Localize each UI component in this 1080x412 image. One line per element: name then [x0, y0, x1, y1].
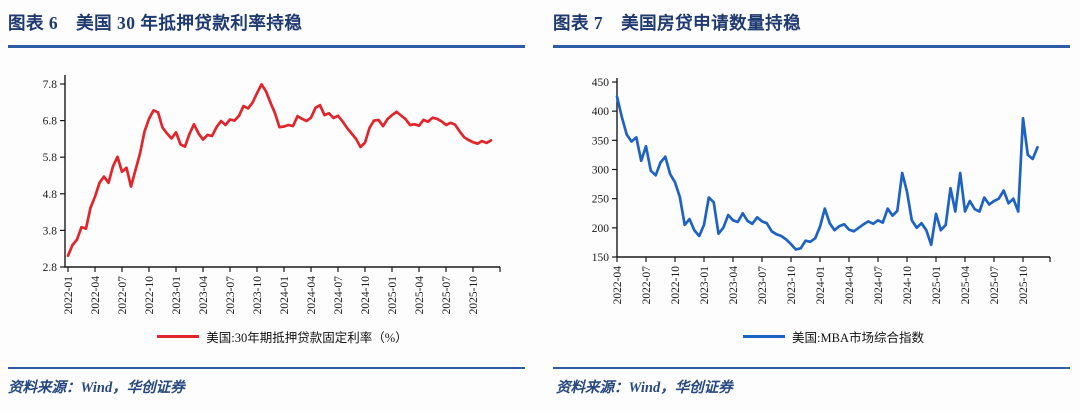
svg-text:2023-10: 2023-10: [786, 266, 798, 305]
figure-6-legend-line-marker: [157, 335, 200, 338]
svg-text:5.8: 5.8: [43, 152, 58, 164]
svg-text:2.8: 2.8: [43, 262, 58, 274]
figure-6-source-divider: [8, 367, 525, 369]
svg-text:2022-07: 2022-07: [641, 266, 653, 305]
svg-text:450: 450: [592, 77, 610, 89]
svg-text:2024-01: 2024-01: [279, 276, 291, 315]
figure-6-legend: 美国:30年期抵押贷款固定利率（%）: [65, 327, 500, 346]
svg-text:2024-01: 2024-01: [815, 266, 827, 305]
svg-text:2022-04: 2022-04: [612, 266, 624, 305]
svg-text:150: 150: [592, 252, 610, 264]
svg-text:6.8: 6.8: [43, 116, 58, 128]
svg-text:2024-04: 2024-04: [306, 276, 318, 315]
figure-7-title-rule: [553, 45, 1070, 48]
svg-text:300: 300: [592, 165, 610, 177]
svg-text:4.8: 4.8: [43, 189, 58, 201]
svg-text:2025-10: 2025-10: [468, 276, 480, 315]
svg-text:2023-01: 2023-01: [171, 276, 183, 315]
svg-text:2023-04: 2023-04: [198, 276, 210, 315]
svg-text:400: 400: [592, 106, 610, 118]
svg-text:200: 200: [592, 223, 610, 235]
svg-text:2024-10: 2024-10: [902, 266, 914, 305]
svg-text:2023-10: 2023-10: [252, 276, 264, 315]
svg-text:2025-01: 2025-01: [387, 276, 399, 315]
svg-text:2022-07: 2022-07: [117, 276, 129, 315]
svg-text:2022-10: 2022-10: [670, 266, 682, 305]
svg-text:2022-01: 2022-01: [63, 276, 75, 315]
svg-text:2024-07: 2024-07: [873, 266, 885, 305]
svg-text:2024-10: 2024-10: [360, 276, 372, 315]
figure-7-source-divider: [553, 367, 1070, 369]
svg-text:2025-01: 2025-01: [931, 266, 943, 305]
svg-text:2023-07: 2023-07: [225, 276, 237, 315]
figure-6-legend-label: 美国:30年期抵押贷款固定利率（%）: [206, 331, 408, 345]
figure-6-title-rule: [8, 45, 525, 48]
svg-text:3.8: 3.8: [43, 225, 58, 237]
svg-text:2025-04: 2025-04: [414, 276, 426, 315]
figure-7-source: 资料来源：Wind，华创证券: [556, 380, 733, 396]
svg-text:2024-07: 2024-07: [333, 276, 345, 315]
figure-7-legend-label: 美国:MBA市场综合指数: [792, 331, 924, 345]
figure-7-title: 图表 7 美国房贷申请数量持稳: [553, 13, 802, 33]
svg-text:2024-04: 2024-04: [844, 266, 856, 305]
svg-text:2025-07: 2025-07: [441, 276, 453, 315]
svg-text:2025-07: 2025-07: [989, 266, 1001, 305]
figure-7-legend-line-marker: [743, 335, 786, 338]
svg-text:7.8: 7.8: [43, 79, 58, 91]
svg-text:2023-07: 2023-07: [757, 266, 769, 305]
svg-text:350: 350: [592, 135, 610, 147]
svg-text:250: 250: [592, 194, 610, 206]
svg-text:2025-10: 2025-10: [1018, 266, 1030, 305]
figure-6-source: 资料来源：Wind，华创证券: [8, 380, 185, 396]
figure-6-title: 图表 6 美国 30 年抵押贷款利率持稳: [8, 13, 303, 33]
figure-7-legend: 美国:MBA市场综合指数: [617, 327, 1050, 346]
svg-text:2022-04: 2022-04: [90, 276, 102, 315]
svg-text:2022-10: 2022-10: [144, 276, 156, 315]
svg-text:2023-01: 2023-01: [699, 266, 711, 305]
svg-text:2025-04: 2025-04: [960, 266, 972, 305]
svg-text:2023-04: 2023-04: [728, 266, 740, 305]
